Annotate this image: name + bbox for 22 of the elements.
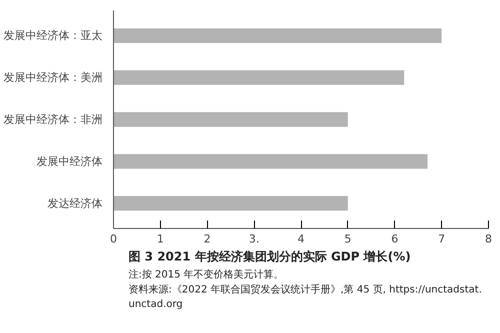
x-tick-label: 2 bbox=[204, 232, 211, 246]
x-tick-label: 5 bbox=[344, 232, 352, 246]
y-tick-label: 发展中经济体：美洲 bbox=[4, 71, 102, 84]
bar bbox=[114, 154, 428, 169]
text: 资料来源:《2022 年联合国贸发会议统计手册》,第 45 页, https://unctadstat.unctad.org bbox=[128, 284, 482, 310]
y-tick-label: 发展中经济体 bbox=[36, 154, 102, 168]
bar bbox=[114, 112, 348, 127]
text: 注:按 2015 年不变价格美元计算。 bbox=[128, 268, 284, 280]
text: 图 3 2021 年按经济集团划分的实际 GDP 增长(%) bbox=[128, 250, 411, 264]
x-tick-label: 3. bbox=[248, 232, 260, 246]
y-tick-label: 发达经济体 bbox=[48, 196, 102, 210]
x-tick-label: 4 bbox=[298, 232, 304, 246]
y-tick-label: 发展中经济体：亚太 bbox=[4, 29, 102, 42]
x-tick-label: 7 bbox=[438, 232, 446, 246]
bar bbox=[114, 196, 348, 211]
x-tick-label: 6 bbox=[391, 232, 398, 246]
bar bbox=[114, 70, 404, 85]
x-tick-label: 1 bbox=[156, 232, 164, 246]
bar bbox=[114, 28, 442, 43]
y-tick-label: 发展中经济体：非洲 bbox=[4, 113, 102, 126]
x-tick-label: 0 bbox=[110, 232, 117, 246]
x-tick-label: 8 bbox=[485, 232, 492, 246]
